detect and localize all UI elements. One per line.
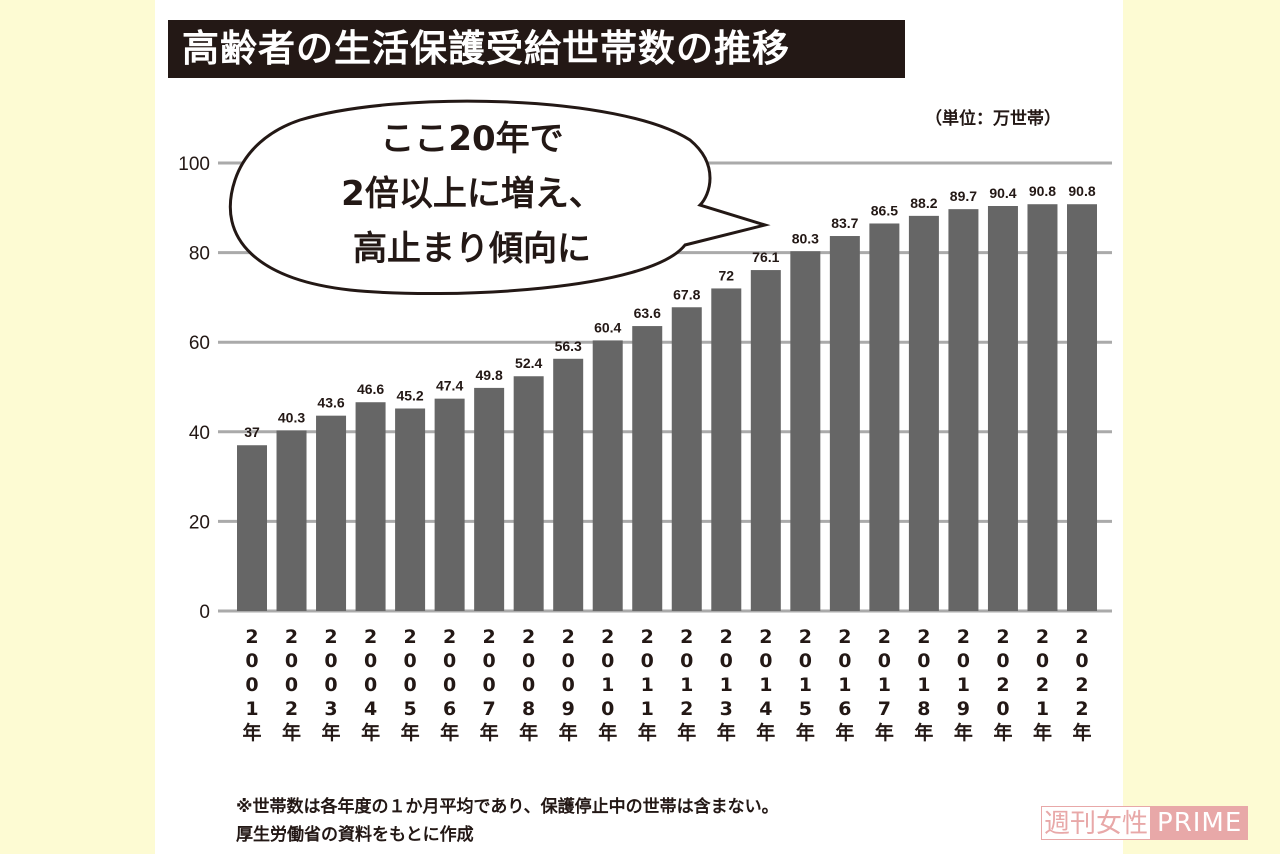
bar: [829, 236, 860, 612]
data-label: 90.8: [1029, 183, 1056, 199]
bar: [276, 430, 307, 611]
bar: [355, 402, 386, 611]
y-tick-label: 80: [189, 244, 210, 265]
data-label: 47.4: [436, 378, 463, 394]
bar: [671, 307, 702, 611]
bar: [237, 445, 267, 611]
bar: [632, 326, 663, 611]
annotation-line: 2倍以上に増え、: [341, 174, 603, 214]
data-label: 90.4: [989, 185, 1016, 201]
data-label: 80.3: [792, 230, 819, 246]
source-note: 厚生労働省の資料をもとに作成: [236, 825, 474, 845]
bar: [869, 223, 900, 612]
y-tick-label: 0: [199, 602, 210, 623]
data-label: 52.4: [515, 355, 542, 371]
bar: [790, 251, 821, 612]
data-label: 88.2: [910, 195, 937, 211]
bar: [474, 387, 505, 611]
bar: [395, 408, 426, 611]
y-tick-label: 40: [189, 423, 210, 444]
data-label: 63.6: [634, 305, 661, 321]
unit-label: （単位：万世帯）: [925, 109, 1061, 129]
data-label: 67.8: [673, 286, 700, 302]
annotation-line: 高止まり傾向に: [353, 229, 591, 269]
data-label: 83.7: [831, 215, 858, 231]
data-label: 46.6: [357, 381, 384, 397]
data-label: 49.8: [476, 367, 503, 383]
bar: [513, 376, 544, 611]
chart-title: 高齢者の生活保護受給世帯数の推移: [168, 20, 905, 78]
data-label: 90.8: [1068, 183, 1095, 199]
bar: [908, 215, 939, 611]
bar: [592, 340, 623, 611]
bar: [316, 415, 347, 611]
bar: [1027, 204, 1058, 611]
bar: [948, 209, 979, 612]
data-label: 89.7: [950, 188, 977, 204]
y-tick-label: 20: [189, 512, 210, 533]
data-label: 86.5: [871, 202, 898, 218]
data-label: 60.4: [594, 319, 621, 335]
bar: [987, 206, 1018, 611]
speech-bubble: [228, 99, 771, 296]
data-label: 45.2: [396, 388, 423, 404]
bar: [711, 288, 742, 611]
data-label: 56.3: [555, 338, 582, 354]
watermark-part: 週刊女性: [1041, 806, 1152, 840]
y-tick-label: 60: [189, 333, 210, 354]
data-label: 37: [244, 424, 260, 440]
data-label: 76.1: [752, 249, 779, 265]
annotation-text: ここ20年で 2倍以上に増え、 高止まり傾向に: [262, 112, 682, 277]
data-label: 72: [718, 267, 734, 283]
footnote: ※世帯数は各年度の１か月平均であり、保護停止中の世帯は含まない。: [236, 797, 779, 817]
watermark-logo: 週刊女性 PRIME: [1041, 806, 1249, 840]
data-label: 43.6: [317, 395, 344, 411]
y-tick-label: 100: [178, 154, 210, 175]
bar: [1067, 204, 1097, 611]
annotation-line: ここ20年で: [380, 119, 564, 159]
watermark-part: PRIME: [1151, 806, 1249, 840]
bar: [750, 270, 781, 611]
bar: [553, 358, 584, 611]
bar: [434, 398, 465, 611]
data-label: 40.3: [278, 409, 305, 425]
